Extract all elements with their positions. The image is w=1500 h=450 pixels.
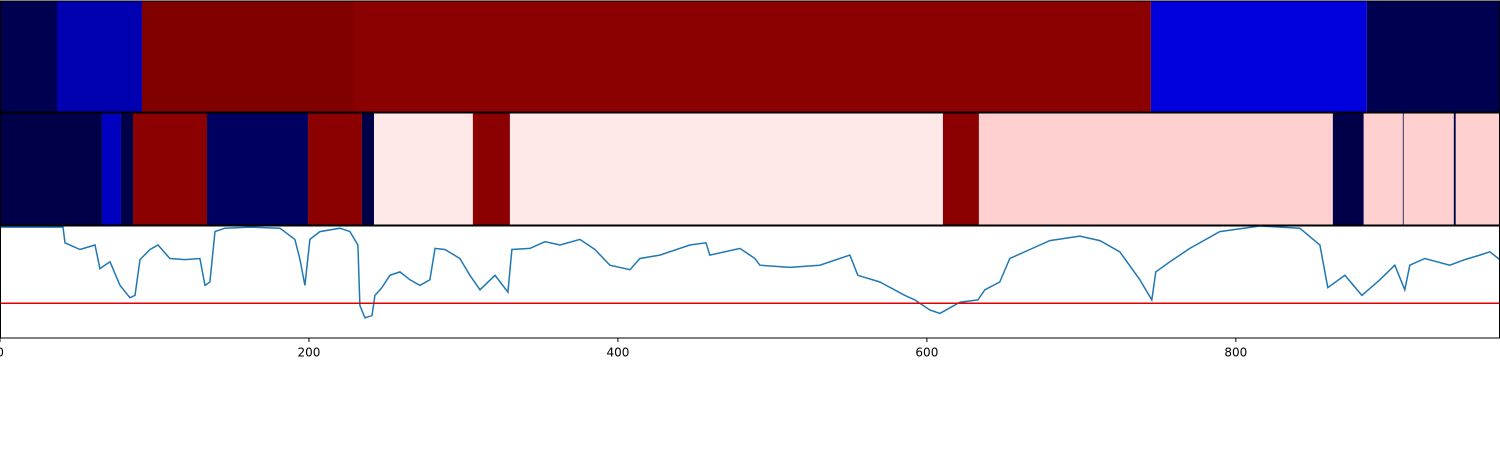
strip-segment (308, 113, 362, 225)
x-tick-label: 0 (0, 346, 4, 360)
strip-segment (0, 113, 102, 225)
strip-segment (942, 113, 979, 225)
strip-segment (1453, 113, 1456, 225)
strip-segment (1402, 113, 1404, 225)
strip-segment (1366, 1, 1500, 112)
strip-segment (373, 113, 473, 225)
strip-segment (1455, 113, 1500, 225)
strip-segment (978, 113, 1333, 225)
strip-segment (120, 113, 134, 225)
line (0, 225, 1500, 319)
strip-segment (361, 113, 374, 225)
x-tick-label: 800 (1224, 346, 1247, 360)
strip-segment (1332, 113, 1364, 225)
panel-frame (0, 225, 1500, 339)
strip-segment (1403, 113, 1454, 225)
strip-segment (472, 113, 510, 225)
strip-segment (207, 113, 309, 225)
strip-segment (0, 1, 58, 112)
strip-segment (133, 113, 208, 225)
x-tick-label: 600 (915, 346, 938, 360)
strip-segment (141, 1, 353, 112)
strip-segment (57, 1, 142, 112)
x-tick-label: 400 (606, 346, 629, 360)
strip-segment (1363, 113, 1403, 225)
strip-segment (352, 1, 1151, 112)
x-tick-label: 200 (298, 346, 321, 360)
strip-segment (509, 113, 943, 225)
strip-segment (1150, 1, 1367, 112)
strip-segment (101, 113, 121, 225)
